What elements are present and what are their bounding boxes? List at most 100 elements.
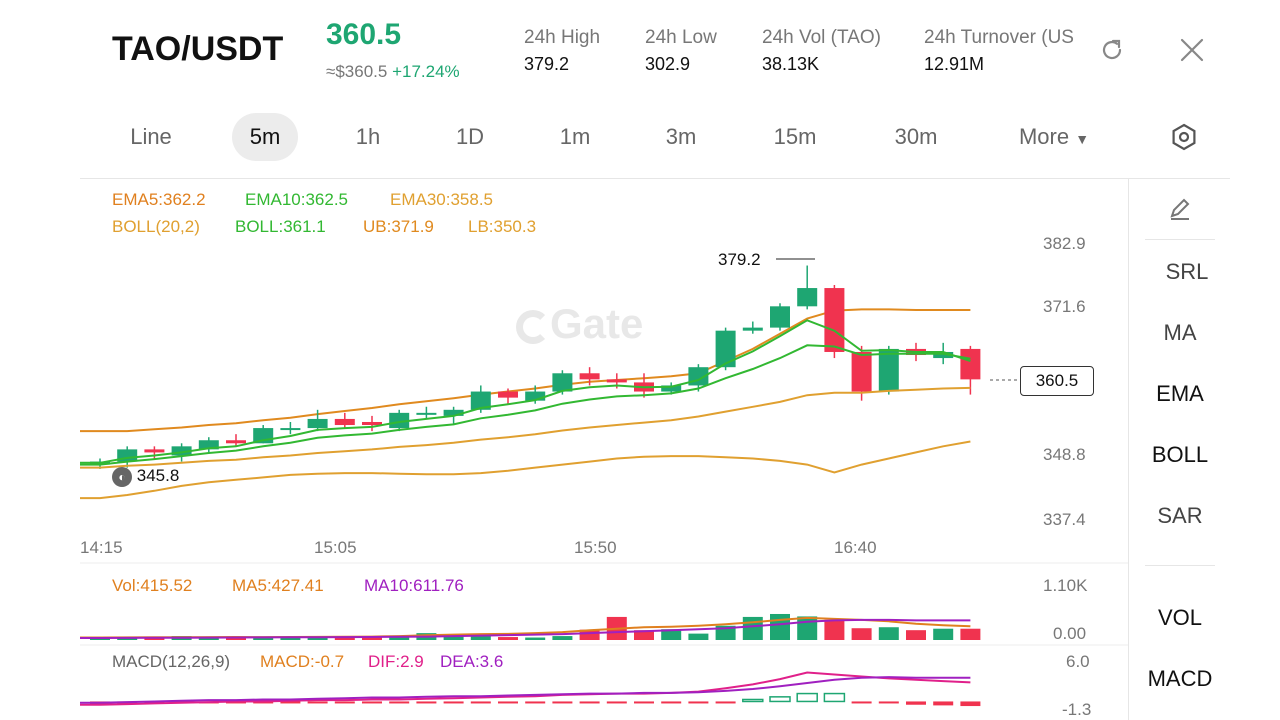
volume-bar	[579, 629, 600, 640]
approx-usd: ≈$360.5	[326, 62, 388, 81]
side-item-sar[interactable]: SAR	[1157, 503, 1203, 528]
macd-hist-bar	[362, 701, 382, 704]
volume-bar	[688, 633, 709, 640]
volume-bar	[498, 637, 518, 640]
macd-hist-bar	[307, 701, 328, 704]
side-item-macd[interactable]: MACD	[1147, 666, 1213, 691]
pair-title: TAO/USDT	[112, 30, 284, 68]
candle-body	[470, 391, 491, 410]
side-divider	[1145, 239, 1215, 240]
candle-body	[742, 327, 763, 331]
stat-value: 379.2	[524, 54, 570, 74]
macd-axis-label: 6.0	[1066, 652, 1090, 671]
macd-hist-bar	[606, 701, 627, 704]
macd-hist-bar	[823, 692, 846, 703]
volume-bar	[362, 637, 382, 640]
macd-hist-bar	[688, 701, 709, 704]
candle-body	[661, 385, 682, 392]
ub-legend: UB:371.9	[363, 217, 434, 236]
vol-axis-label: 1.10K	[1043, 576, 1088, 595]
macd-hist-bar	[933, 701, 954, 706]
dea-line	[80, 676, 971, 704]
close-icon[interactable]	[1178, 36, 1206, 64]
volume-bar	[226, 637, 246, 640]
macd-hist-bar	[796, 692, 818, 703]
candle-body	[579, 373, 600, 380]
tab-15m[interactable]: 15m	[773, 124, 817, 149]
volume-bar	[824, 619, 845, 640]
vol-axis-label: 0.00	[1053, 624, 1087, 643]
candle-body	[226, 440, 246, 444]
side-panel-border	[1128, 178, 1129, 720]
candle-body	[362, 421, 382, 426]
gate-logo-icon	[516, 309, 550, 344]
volume-bar	[960, 628, 981, 640]
boll-param-legend: BOLL(20,2)	[112, 217, 200, 236]
candlestick-chart[interactable]	[0, 0, 1128, 720]
stat-value: 302.9	[645, 54, 691, 74]
volume-bar	[552, 636, 573, 640]
macd-axis-label: -1.3	[1062, 700, 1092, 719]
ema10-line	[80, 344, 971, 466]
tab-1m[interactable]: 1m	[559, 124, 591, 149]
candle-body	[933, 351, 954, 359]
tab-30m[interactable]: 30m	[894, 124, 938, 149]
macd-hist-bar	[389, 701, 410, 704]
ema30-legend: EMA30:358.5	[390, 190, 494, 209]
volume-bar	[334, 637, 355, 640]
candle-body	[307, 418, 328, 429]
settings-icon[interactable]	[1170, 123, 1198, 151]
low-marker-label: 345.8	[136, 466, 180, 485]
side-divider	[1145, 565, 1215, 566]
stat-label: 24h Turnover (US	[924, 27, 1074, 48]
tab-1h[interactable]: 1h	[355, 124, 381, 149]
price-axis-label: 337.4	[1043, 510, 1086, 529]
side-item-boll[interactable]: BOLL	[1151, 442, 1209, 467]
macd-hist-bar	[878, 701, 899, 704]
macd-hist-bar	[661, 701, 682, 704]
ema30-line	[80, 386, 971, 469]
time-axis-label: 15:05	[314, 538, 357, 557]
boll-legend: BOLL:361.1	[235, 217, 326, 236]
side-item-srl[interactable]: SRL	[1165, 259, 1209, 284]
side-item-ma[interactable]: MA	[1163, 320, 1197, 345]
macd-hist-bar	[498, 701, 518, 704]
tab-5m[interactable]: 5m	[232, 113, 298, 161]
tab-line[interactable]: Line	[130, 124, 172, 149]
last-price: 360.5	[326, 18, 402, 51]
dea-legend: DEA:3.6	[440, 652, 504, 671]
current-price-tag[interactable]: 360.5	[1020, 366, 1094, 396]
refresh-icon[interactable]	[1098, 36, 1126, 64]
tab-1d[interactable]: 1D	[455, 124, 485, 149]
macd-hist-bar	[525, 701, 546, 704]
candle-body	[715, 330, 736, 368]
volume-bar	[634, 630, 654, 640]
tab-3m[interactable]: 3m	[665, 124, 697, 149]
side-item-vol[interactable]: VOL	[1157, 605, 1203, 630]
low-marker: ◐ 345.8	[112, 466, 179, 487]
macd-hist-bar	[742, 698, 764, 703]
macd-hist-bar	[579, 701, 600, 704]
watermark-text: Gate	[550, 300, 644, 347]
side-item-ema[interactable]: EMA	[1156, 381, 1204, 406]
time-axis-label: 14:15	[80, 538, 123, 557]
volume-bar	[307, 637, 328, 640]
macd-hist-bar	[443, 701, 464, 704]
draw-pencil-icon[interactable]	[1130, 196, 1230, 228]
tab-more[interactable]: More ▼	[1004, 113, 1104, 161]
volume-bar	[470, 635, 491, 640]
caret-down-icon: ▼	[1075, 131, 1090, 147]
volume-bar	[525, 637, 546, 640]
volume-bar	[443, 636, 464, 640]
stat-vol: 24h Vol (TAO) 38.13K	[762, 27, 881, 75]
stat-label: 24h High	[524, 27, 601, 48]
stat-label: 24h Low	[645, 27, 717, 48]
price-change: +17.24%	[392, 62, 460, 81]
macd-param-legend: MACD(12,26,9)	[112, 652, 231, 671]
price-sub: ≈$360.5 +17.24%	[326, 62, 460, 82]
lb-legend: LB:350.3	[468, 217, 537, 236]
dif-line	[80, 671, 971, 706]
volume-bar	[797, 616, 818, 640]
macd-hist-bar	[470, 701, 491, 704]
volume-bar	[389, 637, 410, 640]
